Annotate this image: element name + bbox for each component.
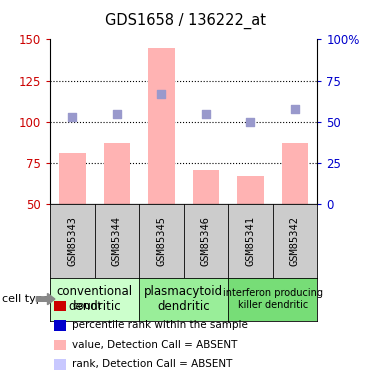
Point [69,114,75,120]
Bar [193,170,219,204]
Bar [148,48,175,204]
Text: GDS1658 / 136222_at: GDS1658 / 136222_at [105,13,266,29]
Bar [59,153,86,204]
Point [292,106,298,112]
Point [203,111,209,117]
Text: interferon producing
killer dendritic: interferon producing killer dendritic [223,288,323,310]
Point [114,111,120,117]
Text: rank, Detection Call = ABSENT: rank, Detection Call = ABSENT [72,360,233,369]
Text: GSM85346: GSM85346 [201,216,211,266]
Text: plasmacytoid
dendritic: plasmacytoid dendritic [144,285,223,313]
Text: GSM85345: GSM85345 [157,216,166,266]
Text: GSM85343: GSM85343 [68,216,77,266]
Text: GSM85344: GSM85344 [112,216,122,266]
Text: value, Detection Call = ABSENT: value, Detection Call = ABSENT [72,340,238,350]
Text: GSM85341: GSM85341 [246,216,255,266]
Bar [104,143,130,204]
Point [158,91,164,97]
Bar [237,176,264,204]
Text: percentile rank within the sample: percentile rank within the sample [72,321,248,330]
Point [247,119,253,125]
Text: GSM85342: GSM85342 [290,216,300,266]
Bar [282,143,308,204]
Text: count: count [72,301,102,311]
Text: cell type: cell type [2,294,49,304]
Text: conventional
dendritic: conventional dendritic [56,285,133,313]
